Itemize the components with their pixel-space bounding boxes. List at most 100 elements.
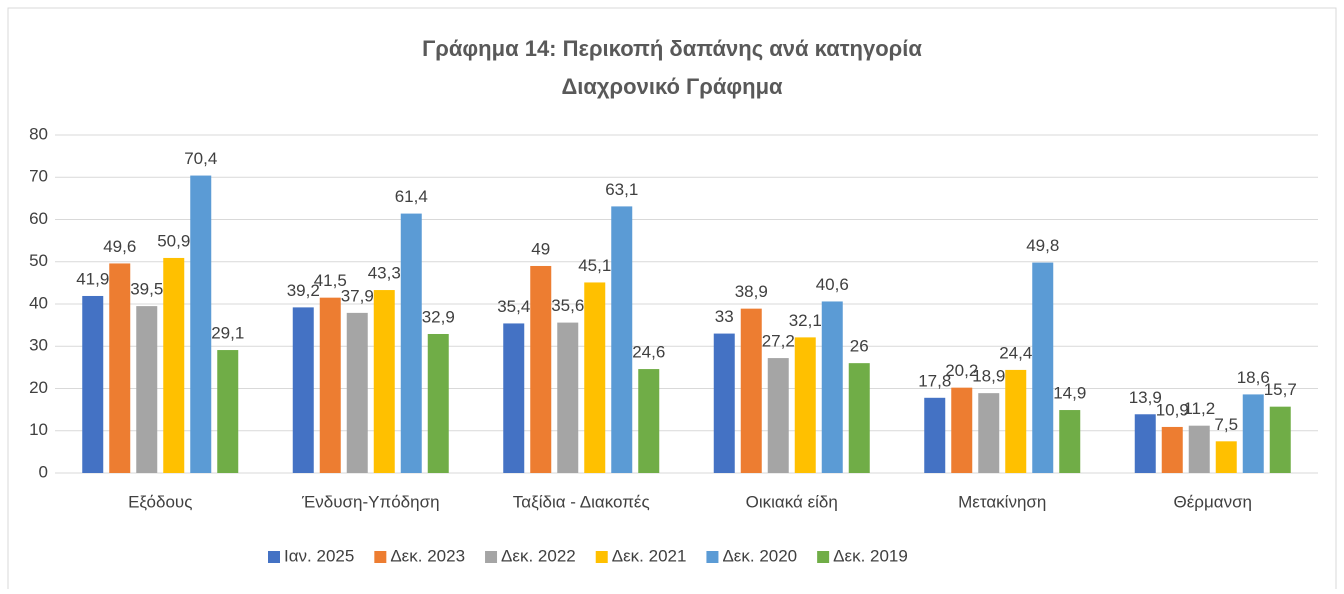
data-label: 41,9 [76, 269, 109, 288]
bar [163, 257, 185, 473]
bar [1269, 406, 1291, 473]
data-label: 27,2 [762, 332, 795, 351]
data-label: 11,2 [1183, 399, 1215, 418]
legend-swatch [374, 551, 387, 563]
chart-border [7, 7, 1337, 594]
data-label: 70,4 [184, 149, 217, 168]
bar [190, 175, 212, 473]
bar [767, 358, 789, 473]
y-tick-label: 20 [29, 378, 48, 397]
data-label: 35,6 [551, 296, 584, 315]
data-label: 10,9 [1156, 400, 1189, 419]
x-tick-label: Εξόδους [128, 492, 192, 511]
bar [319, 297, 341, 473]
bar [1188, 425, 1210, 473]
data-label: 43,3 [368, 264, 401, 283]
bar [584, 282, 606, 473]
data-label: 15,7 [1264, 380, 1297, 399]
bar [503, 323, 525, 473]
bar [217, 350, 239, 473]
bar [740, 308, 762, 473]
bar [638, 369, 660, 473]
x-tick-label: Θέρμανση [1173, 492, 1252, 511]
y-tick-label: 0 [39, 462, 48, 481]
x-tick-label: Ένδυση-Υπόδηση [301, 492, 440, 511]
chart-title: Γράφημα 14: Περικοπή δαπάνης ανά κατηγορ… [422, 36, 922, 61]
data-label: 39,2 [287, 281, 320, 300]
data-label: 18,9 [972, 367, 1005, 386]
x-tick-label: Μετακίνηση [958, 492, 1046, 511]
bar [951, 387, 973, 473]
bar [611, 206, 633, 473]
legend-swatch [817, 551, 830, 563]
legend-label: Δεκ. 2019 [833, 546, 908, 565]
bar [400, 213, 422, 473]
data-label: 45,1 [578, 256, 611, 275]
legend-swatch [268, 551, 280, 563]
data-label: 14,9 [1053, 384, 1086, 403]
y-tick-label: 50 [29, 251, 48, 270]
data-label: 50,9 [157, 231, 190, 250]
data-label: 35,4 [497, 297, 530, 316]
bar [821, 301, 843, 473]
data-label: 39,5 [130, 280, 163, 299]
data-label: 37,9 [341, 286, 374, 305]
bar [978, 393, 1000, 473]
y-tick-label: 30 [29, 336, 48, 355]
bar [924, 397, 946, 473]
y-tick-label: 40 [29, 293, 48, 312]
legend-label: Δεκ. 2022 [501, 546, 576, 565]
bar [794, 337, 816, 473]
legend-label: Δεκ. 2023 [390, 546, 465, 565]
y-tick-label: 10 [29, 420, 48, 439]
data-label: 49 [531, 239, 550, 258]
bar [292, 307, 314, 473]
data-label: 41,5 [314, 271, 347, 290]
data-label: 13,9 [1129, 388, 1162, 407]
y-tick-label: 80 [29, 124, 48, 143]
data-label: 63,1 [605, 180, 638, 199]
data-label: 24,6 [632, 343, 665, 362]
bar [346, 312, 368, 473]
bar [530, 265, 552, 473]
bar [1161, 426, 1183, 473]
data-label: 49,6 [103, 237, 136, 256]
bar [848, 363, 870, 473]
data-label: 32,1 [789, 311, 822, 330]
bar [1032, 262, 1054, 473]
data-label: 33 [715, 307, 734, 326]
bar [557, 322, 579, 473]
data-label: 40,6 [816, 275, 849, 294]
bar [109, 263, 131, 473]
y-tick-label: 70 [29, 167, 48, 186]
bar [1005, 369, 1027, 473]
data-label: 26 [850, 337, 869, 356]
bar [373, 290, 395, 473]
bar [82, 295, 104, 473]
data-label: 38,9 [735, 282, 768, 301]
legend-swatch [706, 551, 719, 563]
bar [1242, 394, 1264, 473]
data-label: 17,8 [918, 371, 951, 390]
y-tick-label: 60 [29, 209, 48, 228]
data-label: 24,4 [999, 343, 1032, 362]
bar [1134, 414, 1156, 473]
x-tick-label: Ταξίδια - Διακοπές [513, 492, 650, 511]
legend-swatch [595, 551, 608, 563]
data-label: 20,2 [945, 361, 978, 380]
legend-swatch [485, 551, 498, 563]
bar [427, 333, 449, 473]
bar [713, 333, 735, 473]
bar [1059, 410, 1081, 473]
chart-subtitle: Διαχρονικό Γράφημα [561, 74, 783, 99]
data-label: 7,5 [1214, 415, 1238, 434]
legend-label: Δεκ. 2020 [722, 546, 797, 565]
data-label: 18,6 [1237, 368, 1270, 387]
data-label: 32,9 [422, 307, 455, 326]
bar [1215, 441, 1237, 473]
bar [136, 306, 158, 473]
data-label: 61,4 [395, 187, 428, 206]
legend-label: Δεκ. 2021 [612, 546, 687, 565]
x-tick-label: Οικιακά είδη [746, 492, 838, 511]
